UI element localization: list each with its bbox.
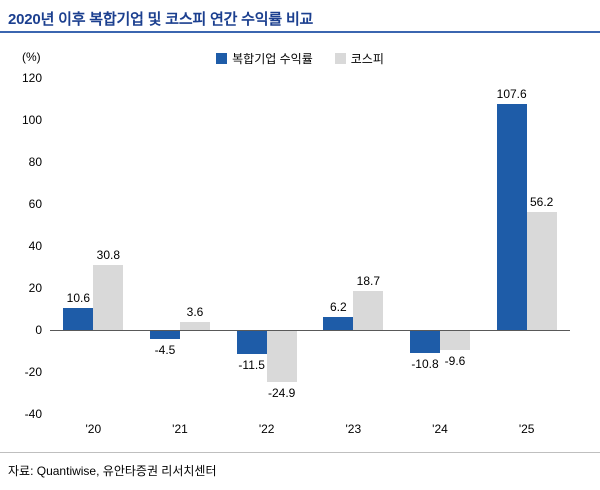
- value-label-series0-cat2: -11.5: [238, 358, 265, 373]
- bar-series0-cat2: [236, 331, 267, 355]
- y-tick-label: 100: [21, 113, 42, 127]
- y-tick-label: 80: [28, 155, 42, 169]
- y-tick-label: -40: [24, 407, 42, 421]
- x-tick-label: '20: [85, 422, 102, 436]
- bar-series1-cat2: [266, 331, 297, 383]
- x-tick-label: '24: [432, 422, 448, 436]
- value-label-series1-cat5: 56.2: [529, 194, 554, 209]
- value-label-series1-cat3: 18.7: [356, 273, 380, 288]
- y-axis-unit-label: (%): [22, 50, 41, 64]
- value-label-series1-cat4: -9.6: [444, 354, 466, 369]
- y-tick-label: 60: [28, 197, 42, 211]
- legend-item-series-0: 복합기업 수익률: [216, 50, 313, 67]
- x-tick-label: '22: [258, 422, 275, 436]
- value-label-series1-cat1: 3.6: [186, 305, 204, 320]
- bar-series0-cat1: [150, 331, 180, 340]
- value-label-series1-cat0: 30.8: [96, 248, 120, 263]
- x-tick-label: '23: [345, 422, 362, 436]
- y-tick-label: 0: [35, 323, 42, 337]
- bar-series1-cat1: [180, 322, 210, 330]
- y-tick-label: -20: [24, 365, 42, 379]
- bar-series0-cat4: [410, 331, 440, 353]
- x-tick-label: '21: [172, 422, 188, 436]
- bar-series0-cat3: [323, 316, 354, 330]
- source-note: 자료: Quantiwise, 유안타증권 리서치센터: [8, 464, 217, 478]
- title-divider: [0, 31, 600, 33]
- value-label-series1-cat2: -24.9: [267, 386, 296, 401]
- legend: 복합기업 수익률 코스피: [0, 50, 600, 67]
- value-label-series0-cat3: 6.2: [329, 299, 347, 314]
- x-axis-line: [50, 330, 570, 331]
- y-tick-label: 20: [28, 281, 42, 295]
- legend-swatch-gray: [334, 53, 346, 64]
- bar-series1-cat3: [353, 290, 384, 330]
- legend-item-series-1: 코스피: [334, 50, 384, 67]
- chart-title: 2020년 이후 복합기업 및 코스피 연간 수익률 비교: [8, 11, 314, 28]
- legend-label-series-1: 코스피: [350, 52, 384, 66]
- bar-series1-cat0: [93, 265, 124, 330]
- value-label-series0-cat5: 107.6: [496, 87, 527, 102]
- y-tick-label: 120: [21, 71, 42, 85]
- plot-area: 120 100 80 60 40 20 0 -20 -40 10.6 30.8 '20 -4.5 3.6 '…: [22, 71, 570, 436]
- value-label-series0-cat1: -4.5: [154, 343, 176, 358]
- bar-series1-cat5: [526, 211, 557, 330]
- bar-series0-cat0: [63, 307, 94, 330]
- value-label-series0-cat0: 10.6: [66, 290, 90, 305]
- bar-series0-cat5: [496, 104, 527, 330]
- legend-swatch-blue: [216, 53, 228, 64]
- footer-divider: [0, 452, 600, 453]
- value-label-series0-cat4: -10.8: [411, 356, 439, 371]
- y-tick-label: 40: [28, 239, 42, 253]
- x-tick-label: '25: [518, 422, 535, 436]
- bar-series1-cat4: [440, 331, 470, 351]
- legend-label-series-0: 복합기업 수익률: [232, 52, 313, 66]
